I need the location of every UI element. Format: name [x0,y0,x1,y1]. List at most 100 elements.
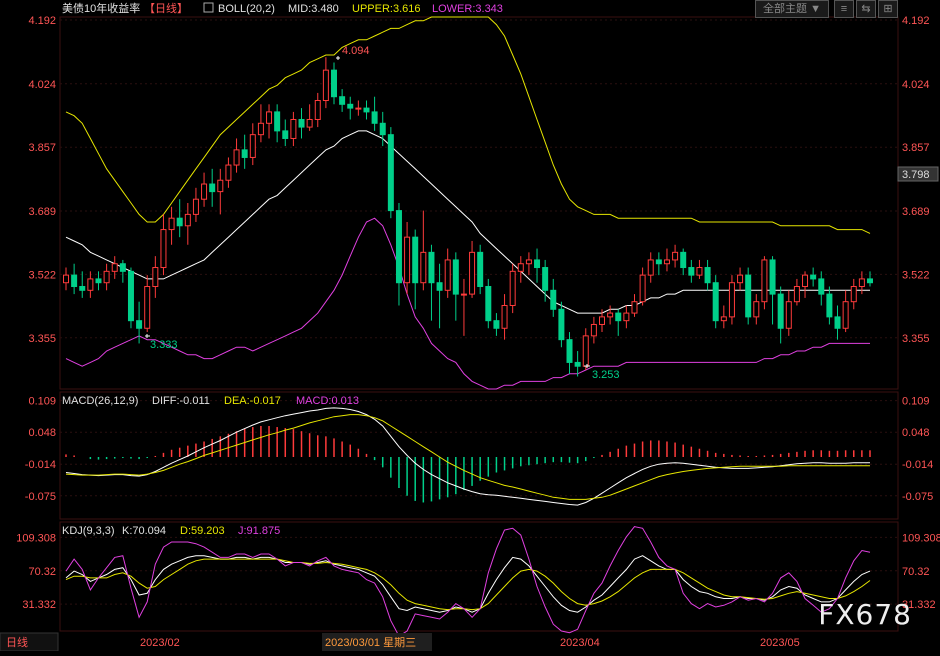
candle-body [144,286,151,329]
candle-body [517,263,524,272]
candle-body [566,339,573,363]
candle-body [485,286,492,322]
price-tick-right: 4.192 [902,15,930,27]
price-tick-left: 3.857 [28,142,56,154]
price-tick-left: 3.522 [28,269,56,281]
candle-body [631,301,638,314]
candle-body [712,282,719,322]
boll-label: BOLL(20,2) [218,3,275,15]
price-markers: 4.094 3.333 3.253 [145,45,620,381]
theme-select[interactable]: 全部主题 ▼ [755,0,829,18]
candle-body [241,149,248,158]
k-line [65,555,871,613]
candle-body [87,278,94,291]
candle-body [119,263,126,272]
candle-body [525,259,532,265]
price-tick-left: 3.355 [28,333,56,345]
low-marker-1: 3.333 [150,339,178,351]
indicator-icon [203,2,214,13]
candle-body [785,301,792,329]
candle-body [225,164,232,181]
boll-mid: MID:3.480 [288,3,339,15]
svg-text:J:91.875: J:91.875 [238,525,280,537]
candle-body [274,111,281,132]
candle-body [501,304,508,329]
candle-body [347,103,354,109]
kdj-tick-right: 70.32 [902,566,930,578]
candle-body [436,282,443,291]
candle-body [387,134,394,212]
candle-body [168,217,175,231]
candle-body [249,134,256,158]
candle-body [550,289,557,310]
watermark-logo: FX678 [818,598,912,631]
macd-tick-right: -0.075 [902,491,933,503]
candle-body [404,236,411,284]
candle-body [192,198,199,215]
macd-tick-left: -0.075 [25,491,56,503]
toolbar-button-grid[interactable]: ⊞ [878,0,898,18]
svg-text:D:59.203: D:59.203 [180,525,225,537]
date-tick-3: 2023/04 [560,637,600,649]
macd-tick-right: 0.048 [902,427,930,439]
macd-tick-left: -0.014 [25,459,56,471]
candle-body [371,111,378,124]
candle-body [428,251,435,284]
candle-body [282,130,289,139]
price-tick-left: 3.689 [28,206,56,218]
macd-tick-right: -0.014 [902,459,933,471]
candle-body [339,96,346,105]
candle-body [623,312,630,322]
period-button[interactable]: 日线 [6,635,28,649]
candle-body [534,259,541,269]
boll-bands [65,16,871,390]
kdj-tick-left: 70.32 [28,566,56,578]
candle-body [753,301,760,318]
candle-body [777,293,784,329]
candle-body [331,69,337,98]
candle-body [395,210,402,284]
candle-body [493,320,500,329]
date-tick-4: 2023/05 [760,637,800,649]
candle-body [590,323,597,337]
candle-body [412,236,419,284]
svg-text:MACD(26,12,9): MACD(26,12,9) [62,395,138,407]
upper-band-line [65,16,871,234]
macd-tick-left: 0.048 [28,427,56,439]
candle-body [420,251,427,284]
candle-body [867,278,873,284]
candle-body [152,267,159,288]
candle-body [842,301,849,329]
toolbar-button-swap[interactable]: ⇆ [856,0,876,18]
kdj-header: KDJ(9,3,3) K:70.094 D:59.203 J:91.875 [62,525,280,537]
candle-body [696,267,703,276]
candle-body [306,118,313,128]
candle-body [728,282,735,318]
svg-text:3.798: 3.798 [902,169,930,181]
boll-lower: LOWER:3.343 [432,3,503,15]
lower-band-line [65,217,870,390]
candle-body [615,312,622,322]
candle-body [469,251,476,295]
candle-body [452,259,459,295]
candle-body [322,69,329,102]
candle-body [379,122,386,136]
toolbar-button-menu[interactable]: ≡ [834,0,854,18]
price-tick-right: 3.689 [902,206,930,218]
period-label: 【日线】 [144,1,188,15]
candle-body [136,320,143,329]
candle-body [745,274,752,318]
high-marker: 4.094 [342,45,370,57]
candle-body [355,107,362,110]
candle-body [704,267,711,284]
candle-body [826,293,833,318]
candle-body [542,267,549,291]
candle-body [663,259,670,265]
svg-text:K:70.094: K:70.094 [122,525,166,537]
kdj-tick-left: 31.332 [22,599,56,611]
candle-body [834,316,841,329]
candle-body [217,179,224,193]
svg-text:DEA:-0.017: DEA:-0.017 [224,395,281,407]
